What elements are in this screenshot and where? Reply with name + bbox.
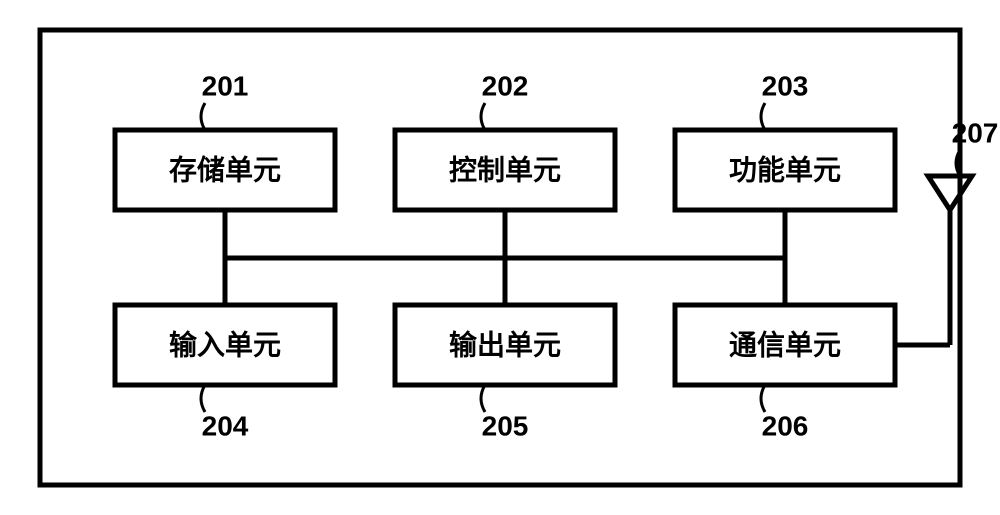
block-label-201: 存储单元: [169, 153, 281, 185]
leader-205: [481, 385, 485, 412]
leader-203: [761, 103, 765, 130]
ref-207: 207: [952, 117, 999, 148]
block-diagram: 存储单元 201 控制单元 202 功能单元 203 输入单元 204 输出单元 205 通信单元 2…: [0, 0, 1000, 515]
antenna-icon: [928, 176, 972, 210]
leader-204: [201, 385, 205, 412]
ref-203: 203: [762, 70, 809, 101]
leader-201: [201, 103, 205, 130]
ref-204: 204: [202, 410, 249, 441]
ref-202: 202: [482, 70, 529, 101]
block-label-206: 通信单元: [729, 329, 841, 360]
ref-206: 206: [762, 410, 809, 441]
block-label-205: 输出单元: [449, 328, 561, 360]
block-label-202: 控制单元: [449, 154, 561, 185]
ref-201: 201: [202, 70, 249, 101]
block-label-204: 输入单元: [169, 328, 281, 360]
leader-202: [481, 103, 485, 130]
leader-206: [761, 385, 765, 412]
ref-205: 205: [482, 410, 529, 441]
block-label-203: 功能单元: [729, 154, 841, 185]
